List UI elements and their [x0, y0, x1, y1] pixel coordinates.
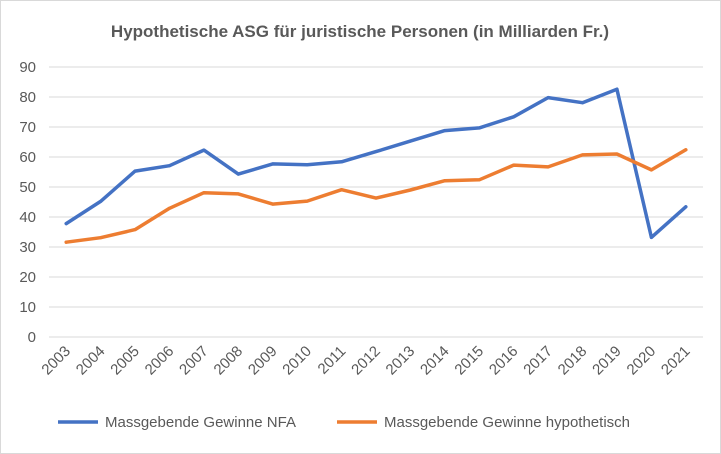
- data-point: [340, 188, 344, 192]
- data-point: [615, 152, 619, 156]
- x-tick-label: 2021: [658, 343, 694, 379]
- x-tick-label: 2015: [451, 343, 487, 379]
- data-point: [684, 148, 688, 152]
- y-tick-label: 0: [28, 329, 36, 346]
- x-tick-label: 2004: [73, 343, 109, 379]
- data-point: [512, 115, 516, 119]
- y-axis-tick-labels: 0 10 20 30 40 50 60 70 80 90: [19, 59, 36, 346]
- x-tick-label: 2006: [142, 343, 178, 379]
- y-tick-label: 20: [19, 269, 36, 286]
- y-tick-label: 70: [19, 119, 36, 136]
- legend: Massgebende Gewinne NFA Massgebende Gewin…: [58, 414, 630, 431]
- data-point: [408, 139, 412, 143]
- data-point: [64, 240, 68, 244]
- series-lines: [64, 87, 688, 244]
- data-point: [443, 179, 447, 183]
- y-tick-label: 80: [19, 89, 36, 106]
- data-point: [271, 162, 275, 166]
- data-point: [581, 153, 585, 157]
- data-point: [546, 96, 550, 100]
- chart-title: Hypothetische ASG für juristische Person…: [111, 22, 609, 41]
- y-tick-label: 40: [19, 209, 36, 226]
- data-point: [477, 126, 481, 130]
- gridlines: [49, 66, 703, 338]
- data-point: [443, 129, 447, 133]
- data-point: [340, 160, 344, 164]
- data-point: [133, 228, 137, 232]
- data-point: [167, 164, 171, 168]
- data-point: [305, 199, 309, 203]
- y-tick-label: 10: [19, 299, 36, 316]
- data-point: [477, 178, 481, 182]
- data-point: [202, 148, 206, 152]
- x-tick-label: 2020: [624, 343, 660, 379]
- data-point: [99, 236, 103, 240]
- x-tick-label: 2005: [107, 343, 143, 379]
- series-line-2: [64, 148, 688, 244]
- data-point: [684, 205, 688, 209]
- x-tick-label: 2009: [245, 343, 281, 379]
- data-point: [649, 235, 653, 239]
- x-tick-label: 2014: [417, 343, 453, 379]
- data-point: [408, 188, 412, 192]
- data-point: [167, 206, 171, 210]
- x-tick-label: 2019: [589, 343, 625, 379]
- legend-label-2: Massgebende Gewinne hypothetisch: [384, 414, 630, 431]
- data-point: [271, 202, 275, 206]
- x-tick-label: 2010: [279, 343, 315, 379]
- legend-label-1: Massgebende Gewinne NFA: [105, 414, 296, 431]
- x-tick-label: 2016: [486, 343, 522, 379]
- x-tick-label: 2011: [315, 343, 350, 378]
- x-tick-label: 2008: [211, 343, 247, 379]
- data-point: [305, 163, 309, 167]
- x-tick-label: 2012: [348, 343, 384, 379]
- x-tick-label: 2003: [38, 343, 74, 379]
- data-point: [546, 165, 550, 169]
- x-tick-label: 2017: [520, 343, 556, 379]
- x-tick-label: 2018: [555, 343, 591, 379]
- y-tick-label: 60: [19, 149, 36, 166]
- data-point: [649, 168, 653, 172]
- data-point: [615, 87, 619, 91]
- data-point: [133, 169, 137, 173]
- data-point: [99, 199, 103, 203]
- data-point: [236, 192, 240, 196]
- x-tick-label: 2007: [176, 343, 212, 379]
- data-point: [374, 150, 378, 154]
- data-point: [202, 191, 206, 195]
- data-point: [512, 163, 516, 167]
- x-tick-label: 2013: [383, 343, 419, 379]
- y-tick-label: 50: [19, 179, 36, 196]
- data-point: [374, 196, 378, 200]
- data-point: [64, 222, 68, 226]
- data-point: [581, 101, 585, 105]
- y-tick-label: 30: [19, 239, 36, 256]
- y-tick-label: 90: [19, 59, 36, 76]
- data-point: [236, 172, 240, 176]
